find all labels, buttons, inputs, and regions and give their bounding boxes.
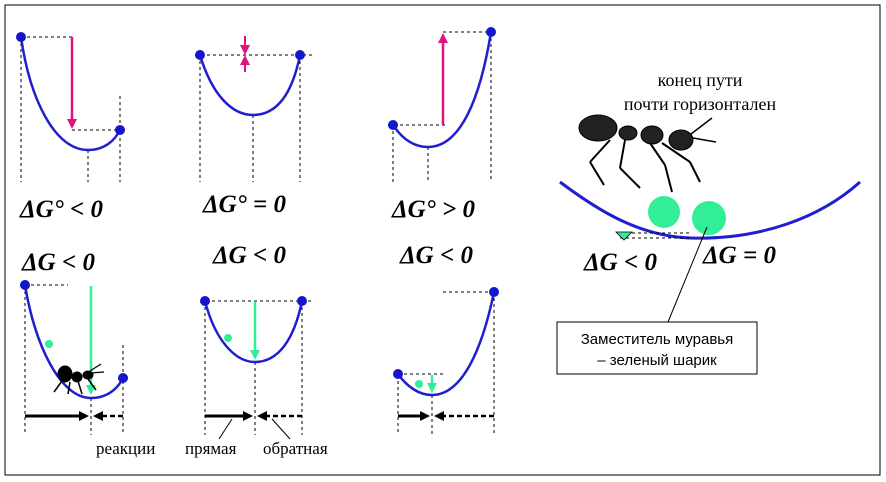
outer-frame <box>4 4 881 476</box>
energy-curve <box>23 284 125 400</box>
panel-3: ΔG° > 0 <box>388 27 496 223</box>
start-point <box>20 280 30 290</box>
caption-line-2: почти горизонтален <box>624 94 777 114</box>
green-ball <box>648 196 680 228</box>
right-panel: конец пути почти горизонтален ΔG < 0 ΔG <box>556 70 862 375</box>
end-point <box>118 373 128 383</box>
end-point <box>295 50 305 60</box>
panel-1-label: ΔG° < 0 <box>19 196 103 223</box>
callout-line-1: Заместитель муравья <box>581 331 734 348</box>
label-reactions: реакции <box>96 439 155 458</box>
end-point <box>115 125 125 135</box>
panel-2-label: ΔG° = 0 <box>202 191 286 218</box>
end-point <box>486 27 496 37</box>
label-forward: прямая <box>185 439 237 458</box>
end-point <box>297 296 307 306</box>
start-point <box>388 120 398 130</box>
panel-4: ΔG < 0 <box>20 249 128 435</box>
energy-curve <box>391 31 493 149</box>
panel-6-label: ΔG < 0 <box>399 242 473 269</box>
green-ball <box>692 201 726 235</box>
callout-pointer <box>667 226 708 323</box>
callout-box <box>556 321 758 375</box>
panel-5-label: ΔG < 0 <box>212 242 286 269</box>
ant-icon <box>578 114 717 193</box>
energy-curve <box>203 300 304 364</box>
panel-1: ΔG° < 0 <box>16 32 125 223</box>
start-point <box>195 50 205 60</box>
caption-line-1: конец пути <box>658 70 743 90</box>
small-triangle-marker <box>615 231 633 241</box>
green-ball <box>45 340 53 348</box>
panel-6: ΔG < 0 <box>393 242 499 435</box>
panel-3-label: ΔG° > 0 <box>391 196 475 223</box>
green-ball <box>224 334 232 342</box>
energy-curve <box>19 36 122 152</box>
right-label-dg-eq: ΔG = 0 <box>702 242 776 269</box>
ant-icon <box>53 363 105 395</box>
start-point <box>200 296 210 306</box>
panel-5: ΔG < 0 <box>200 242 312 435</box>
label-reverse: обратная <box>263 439 328 458</box>
panel-4-label: ΔG < 0 <box>21 249 95 276</box>
pointer-reverse <box>271 418 291 440</box>
energy-curve <box>198 54 302 117</box>
energy-curve <box>396 291 496 397</box>
pointer-forward <box>218 418 233 440</box>
start-point <box>393 369 403 379</box>
panel-2: ΔG° = 0 <box>195 36 312 218</box>
start-point <box>16 32 26 42</box>
right-label-dg-lt: ΔG < 0 <box>583 249 657 276</box>
end-point <box>489 287 499 297</box>
energy-curve <box>559 180 862 240</box>
callout-line-2: – зеленый шарик <box>597 352 717 369</box>
green-ball <box>415 380 423 388</box>
